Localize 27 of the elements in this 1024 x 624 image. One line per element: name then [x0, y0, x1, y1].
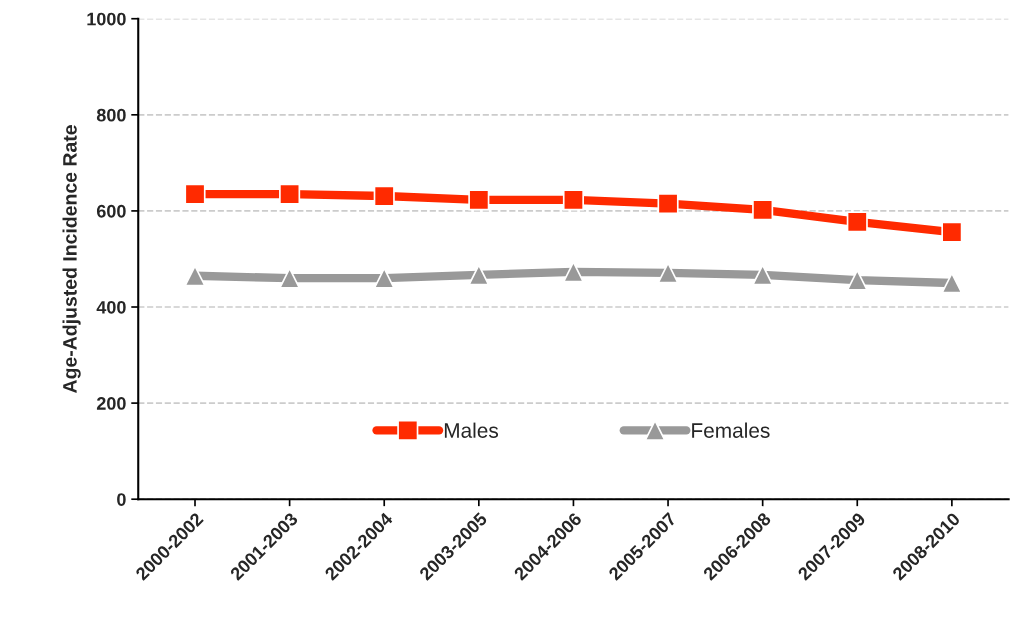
- y-tick-label: 800: [96, 108, 126, 122]
- point: [657, 193, 679, 215]
- point: [184, 183, 206, 205]
- point: [562, 189, 584, 211]
- point: [846, 269, 868, 291]
- point: [941, 272, 963, 294]
- point: [468, 264, 490, 286]
- y-tick-label: 200: [96, 397, 126, 410]
- y-tick-label: 600: [96, 204, 126, 218]
- legend-label: Males: [444, 422, 499, 438]
- point: [279, 267, 301, 289]
- point: [184, 265, 206, 287]
- point: [373, 267, 395, 289]
- point: [562, 261, 584, 283]
- y-tick-label: 400: [96, 300, 126, 314]
- point: [752, 264, 774, 286]
- y-axis-title: Age-Adjusted Incidence Rate: [62, 125, 81, 393]
- point: [846, 211, 868, 233]
- y-tick-label: 0: [117, 493, 126, 506]
- point: [941, 221, 963, 243]
- point: [657, 262, 679, 284]
- point: [279, 183, 301, 205]
- y-tick-label: 1000: [87, 12, 126, 26]
- point: [752, 199, 774, 221]
- point: [468, 189, 490, 211]
- point: [373, 185, 395, 207]
- legend-label: Females: [692, 422, 770, 438]
